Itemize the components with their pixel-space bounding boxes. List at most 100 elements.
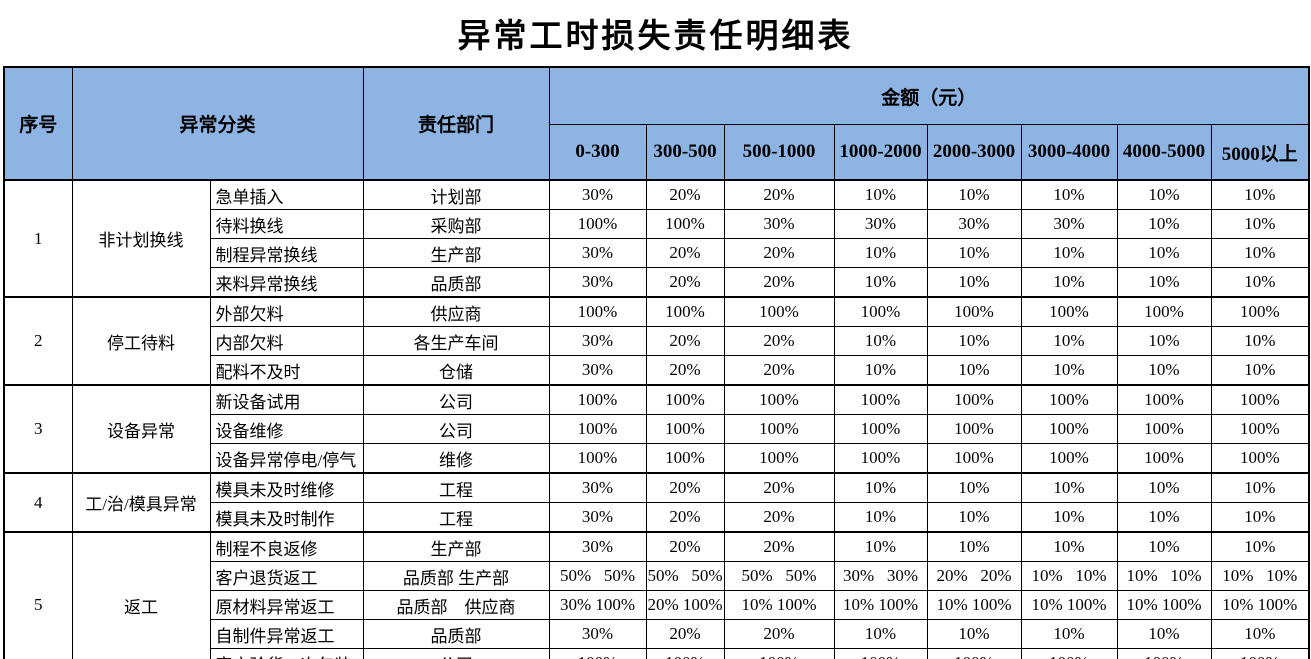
percentage-cell: 10% xyxy=(1020,619,1118,649)
percentage-cell: 100% xyxy=(833,443,928,474)
table-row: 来料异常换线 品质部 30% 20% 20% 10% 10% 10% 10% 10% xyxy=(4,267,1310,298)
percentage-cell: 10% xyxy=(1020,472,1118,503)
percentage-cell: 10% 10% xyxy=(1020,561,1118,591)
header-range-0-300: 0-300 xyxy=(548,124,647,181)
table-row: 设备维修 公司 100% 100% 100% 100% 100% 100% 100% 100% xyxy=(4,414,1310,444)
percentage-cell: 10% xyxy=(1116,179,1212,210)
percentage-cell: 10% xyxy=(1210,472,1310,503)
table-row: 5 返工 制程不良返修 生产部 30% 20% 20% 10% 10% 10% 10% 10% xyxy=(3,531,1310,659)
percentage-cell: 100% xyxy=(1020,648,1118,659)
percentage-cell: 100% xyxy=(645,384,725,415)
percentage-cell: 30% xyxy=(1020,209,1118,239)
table-row: 客户退货返工 品质部 生产部 50% 50% 50% 50% 50% 50% 30% 30… xyxy=(4,561,1310,591)
table-row: 3 设备异常 新设备试用 公司 100% 100% 100% 100% 100% 100% 100%… xyxy=(3,384,1310,474)
percentage-cell: 10% xyxy=(1020,355,1118,386)
percentage-cell: 10% xyxy=(1116,326,1212,356)
percentage-cell: 20% xyxy=(645,326,725,356)
percentage-cell: 100% xyxy=(1210,296,1310,327)
header-no: 序号 xyxy=(3,66,73,181)
subcategory-cell: 自制件异常返工 xyxy=(209,619,364,649)
percentage-cell: 30% xyxy=(723,209,835,239)
percentage-cell: 10% 10% xyxy=(1116,561,1212,591)
percentage-cell: 20% xyxy=(723,472,835,503)
percentage-cell: 30% xyxy=(548,267,647,298)
group-category: 设备异常 xyxy=(71,384,211,474)
percentage-cell: 100% xyxy=(1020,384,1118,415)
department-cell: 公司 xyxy=(362,384,550,415)
table-row: 2 停工待料 外部欠料 供应商 100% 100% 100% 100% 100% 100% 100%… xyxy=(3,296,1310,386)
percentage-cell: 30% xyxy=(548,355,647,386)
percentage-cell: 10% 100% xyxy=(926,590,1022,620)
percentage-cell: 10% xyxy=(1210,209,1310,239)
percentage-cell: 100% xyxy=(645,443,725,474)
group-category: 工/治/模具异常 xyxy=(71,472,211,533)
table-row: 制程异常换线 生产部 30% 20% 20% 10% 10% 10% 10% 10% xyxy=(4,238,1310,268)
percentage-cell: 10% xyxy=(926,238,1022,268)
department-cell: 公司 xyxy=(362,648,550,659)
percentage-cell: 10% xyxy=(1020,531,1118,562)
percentage-cell: 30% 100% xyxy=(548,590,647,620)
percentage-cell: 30% xyxy=(548,472,647,503)
table-row: 内部欠料 各生产车间 30% 20% 20% 10% 10% 10% 10% 10% xyxy=(4,326,1310,356)
subcategory-cell: 新设备试用 xyxy=(209,384,364,415)
subcategory-cell: 制程不良返修 xyxy=(209,531,364,562)
percentage-cell: 100% xyxy=(548,443,647,474)
subcategory-cell: 模具未及时维修 xyxy=(209,472,364,503)
subcategory-cell: 急单插入 xyxy=(209,179,364,210)
percentage-cell: 20% 100% xyxy=(645,590,725,620)
department-cell: 品质部 供应商 xyxy=(362,590,550,620)
header-range-1000-2000: 1000-2000 xyxy=(833,124,928,181)
percentage-cell: 10% xyxy=(833,267,928,298)
department-cell: 品质部 xyxy=(362,267,550,298)
percentage-cell: 20% xyxy=(723,326,835,356)
percentage-cell: 100% xyxy=(548,648,647,659)
percentage-cell: 100% xyxy=(1210,414,1310,444)
subcategory-cell: 外部欠料 xyxy=(209,296,364,327)
percentage-cell: 10% xyxy=(833,238,928,268)
percentage-cell: 20% xyxy=(645,238,725,268)
header-range-2000-3000: 2000-3000 xyxy=(926,124,1022,181)
percentage-cell: 10% xyxy=(926,179,1022,210)
subcategory-cell: 客户退货返工 xyxy=(209,561,364,591)
percentage-cell: 100% xyxy=(1116,443,1212,474)
percentage-cell: 20% xyxy=(645,502,725,533)
percentage-cell: 10% 100% xyxy=(723,590,835,620)
percentage-cell: 100% xyxy=(1020,443,1118,474)
percentage-cell: 30% xyxy=(548,619,647,649)
department-cell: 品质部 生产部 xyxy=(362,561,550,591)
percentage-cell: 100% xyxy=(926,414,1022,444)
group-number: 2 xyxy=(3,296,73,386)
subcategory-cell: 原材料异常返工 xyxy=(209,590,364,620)
percentage-cell: 30% xyxy=(548,502,647,533)
percentage-cell: 20% xyxy=(723,502,835,533)
percentage-cell: 50% 50% xyxy=(723,561,835,591)
table-row: 原材料异常返工 品质部 供应商 30% 100% 20% 100% 10% 100% 10… xyxy=(4,590,1310,620)
department-cell: 工程 xyxy=(362,472,550,503)
percentage-cell: 100% xyxy=(723,414,835,444)
percentage-cell: 10% xyxy=(926,267,1022,298)
header-category: 异常分类 xyxy=(71,66,364,181)
table-row: 客户验货二次包装公司100%100%100%100%100%100%100%10… xyxy=(4,648,1310,659)
percentage-cell: 30% xyxy=(548,326,647,356)
percentage-cell: 30% xyxy=(548,531,647,562)
subcategory-cell: 配料不及时 xyxy=(209,355,364,386)
percentage-cell: 100% xyxy=(723,384,835,415)
department-cell: 计划部 xyxy=(362,179,550,210)
percentage-cell: 10% xyxy=(1210,619,1310,649)
department-cell: 维修 xyxy=(362,443,550,474)
subcategory-cell: 来料异常换线 xyxy=(209,267,364,298)
percentage-cell: 10% xyxy=(1210,502,1310,533)
percentage-cell: 100% xyxy=(645,296,725,327)
percentage-cell: 20% xyxy=(645,355,725,386)
percentage-cell: 100% xyxy=(1210,443,1310,474)
percentage-cell: 20% xyxy=(723,619,835,649)
header-range-300-500: 300-500 xyxy=(645,124,725,181)
percentage-cell: 100% xyxy=(833,296,928,327)
header-range-3000-4000: 3000-4000 xyxy=(1020,124,1118,181)
header-row-top: 序号 异常分类 责任部门 金额（元） xyxy=(3,66,1310,181)
percentage-cell: 10% xyxy=(1116,502,1212,533)
percentage-cell: 10% xyxy=(833,502,928,533)
percentage-cell: 30% xyxy=(548,179,647,210)
table-row: 1 非计划换线 急单插入 计划部 30% 20% 20% 10% 10% 10% 10% 10% xyxy=(3,179,1310,298)
